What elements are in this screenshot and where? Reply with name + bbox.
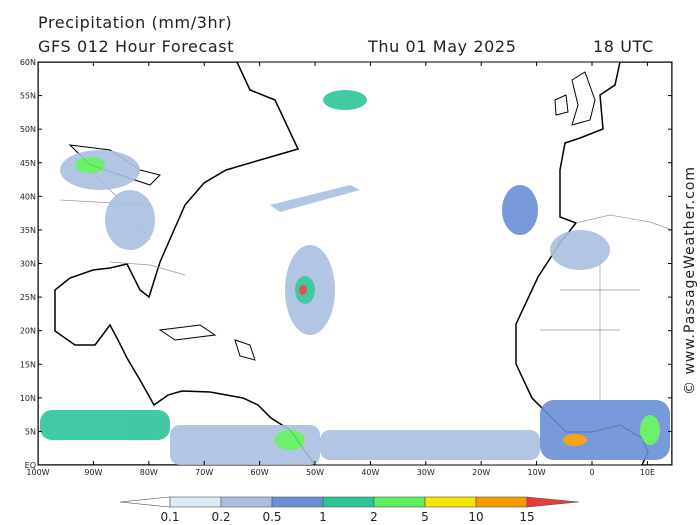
- legend-label: 10: [468, 510, 483, 524]
- british-isles: [554, 71, 596, 126]
- legend-label: 15: [519, 510, 534, 524]
- caribbean-islands: [158, 324, 256, 361]
- lon-label: 40W: [361, 468, 379, 477]
- legend-label: 2: [370, 510, 378, 524]
- legend-swatch: [424, 496, 477, 508]
- map: 60N 55N 50N 45N 40N 35N 30N 25N 20N 15N 10N 5N EQ 10…: [20, 58, 673, 477]
- map-title: Precipitation (mm/3hr): [38, 13, 232, 32]
- lat-label: 20N: [20, 327, 36, 336]
- lon-label: 100W: [26, 468, 49, 477]
- longitude-labels: 100W 90W 80W 70W 60W 50W 40W 30W 20W 10W 0 10E: [26, 62, 655, 477]
- lat-label: 30N: [20, 260, 36, 269]
- lat-label: 55N: [20, 92, 36, 101]
- forecast-date: Thu 01 May 2025: [367, 37, 516, 56]
- legend-label: 0.2: [211, 510, 230, 524]
- legend-swatch: [322, 496, 375, 508]
- color-legend: 0.1 0.2 0.5 1 2 5 10 15: [119, 496, 580, 524]
- lat-label: 60N: [20, 58, 36, 67]
- legend-swatch: [475, 496, 528, 508]
- legend-swatch: [271, 496, 324, 508]
- lon-label: 50W: [306, 468, 324, 477]
- lon-label: 20W: [472, 468, 490, 477]
- lat-label: 40N: [20, 192, 36, 201]
- legend-swatch: [220, 496, 273, 508]
- lat-label: 5N: [25, 427, 36, 436]
- map-subtitle: GFS 012 Hour Forecast: [38, 37, 234, 56]
- lat-label: 10N: [20, 394, 36, 403]
- lat-label: EQ: [25, 461, 36, 470]
- lon-label: 30W: [417, 468, 435, 477]
- legend-label: 0.5: [262, 510, 281, 524]
- legend-swatch: [373, 496, 426, 508]
- latitude-labels: 60N 55N 50N 45N 40N 35N 30N 25N 20N 15N 10N 5N EQ: [20, 58, 672, 470]
- lat-label: 50N: [20, 125, 36, 134]
- borders: [540, 214, 672, 400]
- legend-label: 1: [319, 510, 327, 524]
- lon-label: 80W: [140, 468, 158, 477]
- lon-label: 0: [589, 468, 594, 477]
- lon-label: 70W: [195, 468, 213, 477]
- lat-label: 45N: [20, 159, 36, 168]
- legend-swatch: [526, 496, 580, 508]
- lon-label: 90W: [84, 468, 102, 477]
- precipitation: [40, 90, 670, 465]
- legend-label: 0.1: [160, 510, 179, 524]
- credit: © www.PassageWeather.com: [682, 166, 698, 395]
- lon-label: 10E: [640, 468, 655, 477]
- legend-swatch: [169, 496, 222, 508]
- forecast-time: 18 UTC: [593, 37, 654, 56]
- legend-swatch: [119, 496, 171, 508]
- lat-label: 15N: [20, 360, 36, 369]
- lon-label: 60W: [251, 468, 269, 477]
- lat-label: 35N: [20, 226, 36, 235]
- lat-label: 25N: [20, 293, 36, 302]
- legend-label: 5: [421, 510, 429, 524]
- lon-label: 10W: [528, 468, 546, 477]
